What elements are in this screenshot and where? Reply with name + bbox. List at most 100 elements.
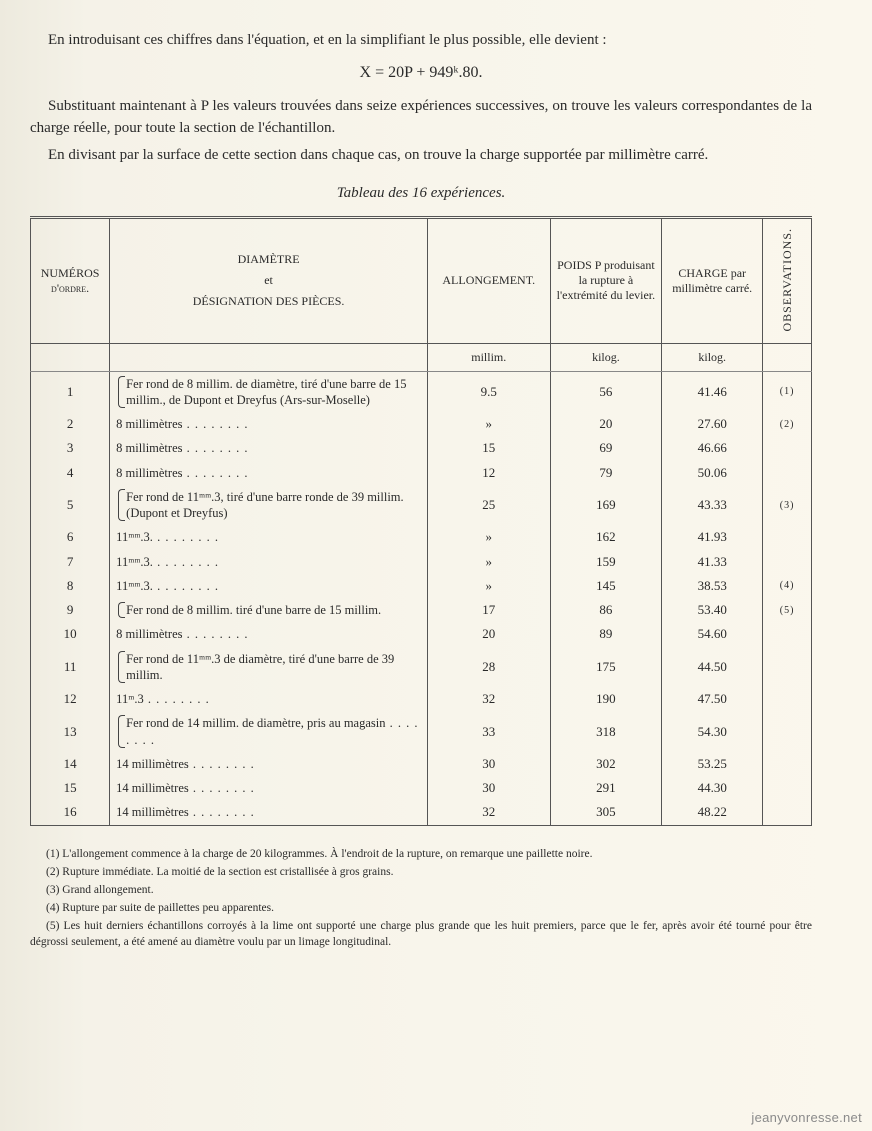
cell-obs: (4) bbox=[763, 574, 812, 598]
cell-charge: 54.60 bbox=[662, 622, 763, 646]
cell-num: 3 bbox=[31, 436, 110, 460]
table-row: 1211ᵐ.33219047.50 bbox=[31, 687, 812, 711]
cell-obs: (3) bbox=[763, 485, 812, 526]
cell-charge: 44.50 bbox=[662, 647, 763, 688]
cell-num: 5 bbox=[31, 485, 110, 526]
cell-num: 6 bbox=[31, 525, 110, 549]
header-desc-mid: et bbox=[114, 273, 423, 288]
table-row: 711ᵐᵐ.3.»15941.33 bbox=[31, 550, 812, 574]
cell-charge: 43.33 bbox=[662, 485, 763, 526]
unit-allong: millim. bbox=[427, 343, 550, 371]
cell-allong: 17 bbox=[427, 598, 550, 622]
cell-charge: 41.93 bbox=[662, 525, 763, 549]
experiments-table: NUMÉROS d'ordre. DIAMÈTRE et DÉSIGNATION… bbox=[30, 216, 812, 826]
cell-num: 2 bbox=[31, 412, 110, 436]
cell-poids: 291 bbox=[550, 776, 662, 800]
table-row: 11Fer rond de 11ᵐᵐ.3 de diamètre, tiré d… bbox=[31, 647, 812, 688]
cell-obs bbox=[763, 800, 812, 825]
cell-desc: 11ᵐᵐ.3. bbox=[110, 525, 428, 549]
cell-num: 4 bbox=[31, 461, 110, 485]
intro-paragraph-3: En divisant par la surface de cette sect… bbox=[30, 145, 812, 167]
header-charge: CHARGE par millimètre carré. bbox=[662, 218, 763, 344]
cell-poids: 190 bbox=[550, 687, 662, 711]
cell-obs bbox=[763, 752, 812, 776]
equation: X = 20P + 949ᵏ.80. bbox=[30, 64, 812, 82]
cell-charge: 41.46 bbox=[662, 371, 763, 412]
cell-obs: (5) bbox=[763, 598, 812, 622]
cell-num: 10 bbox=[31, 622, 110, 646]
cell-allong: 33 bbox=[427, 711, 550, 752]
cell-desc: Fer rond de 14 millim. de diamètre, pris… bbox=[110, 711, 428, 752]
cell-poids: 89 bbox=[550, 622, 662, 646]
cell-poids: 20 bbox=[550, 412, 662, 436]
table-row: 108 millimètres208954.60 bbox=[31, 622, 812, 646]
cell-allong: » bbox=[427, 412, 550, 436]
cell-poids: 318 bbox=[550, 711, 662, 752]
cell-charge: 50.06 bbox=[662, 461, 763, 485]
header-desc-top: DIAMÈTRE bbox=[114, 252, 423, 267]
header-desc: DIAMÈTRE et DÉSIGNATION DES PIÈCES. bbox=[110, 218, 428, 344]
footnote-line: (2) Rupture immédiate. La moitié de la s… bbox=[30, 864, 812, 880]
cell-poids: 145 bbox=[550, 574, 662, 598]
cell-desc: 14 millimètres bbox=[110, 752, 428, 776]
footnote-line: (5) Les huit derniers échantillons corro… bbox=[30, 918, 812, 950]
cell-desc: Fer rond de 11ᵐᵐ.3 de diamètre, tiré d'u… bbox=[110, 647, 428, 688]
table-row: 38 millimètres156946.66 bbox=[31, 436, 812, 460]
cell-desc: 11ᵐᵐ.3. bbox=[110, 574, 428, 598]
table-row: 48 millimètres127950.06 bbox=[31, 461, 812, 485]
cell-num: 15 bbox=[31, 776, 110, 800]
cell-num: 9 bbox=[31, 598, 110, 622]
table-row: 1614 millimètres3230548.22 bbox=[31, 800, 812, 825]
table-row: 9Fer rond de 8 millim. tiré d'une barre … bbox=[31, 598, 812, 622]
cell-poids: 162 bbox=[550, 525, 662, 549]
table-row: 1514 millimètres3029144.30 bbox=[31, 776, 812, 800]
cell-obs: (1) bbox=[763, 371, 812, 412]
cell-allong: 30 bbox=[427, 752, 550, 776]
cell-desc: Fer rond de 11ᵐᵐ.3, tiré d'une barre ron… bbox=[110, 485, 428, 526]
intro-paragraph-2: Substituant maintenant à P les valeurs t… bbox=[30, 96, 812, 140]
cell-desc: 11ᵐ.3 bbox=[110, 687, 428, 711]
cell-desc: Fer rond de 8 millim. tiré d'une barre d… bbox=[110, 598, 428, 622]
cell-poids: 169 bbox=[550, 485, 662, 526]
unit-charge: kilog. bbox=[662, 343, 763, 371]
cell-charge: 47.50 bbox=[662, 687, 763, 711]
cell-allong: 32 bbox=[427, 800, 550, 825]
cell-poids: 305 bbox=[550, 800, 662, 825]
cell-allong: 9.5 bbox=[427, 371, 550, 412]
cell-allong: 15 bbox=[427, 436, 550, 460]
cell-allong: » bbox=[427, 574, 550, 598]
cell-allong: 12 bbox=[427, 461, 550, 485]
cell-allong: » bbox=[427, 525, 550, 549]
cell-obs bbox=[763, 525, 812, 549]
header-desc-bot: DÉSIGNATION DES PIÈCES. bbox=[114, 294, 423, 309]
cell-desc: 8 millimètres bbox=[110, 461, 428, 485]
cell-allong: 30 bbox=[427, 776, 550, 800]
cell-poids: 86 bbox=[550, 598, 662, 622]
cell-num: 16 bbox=[31, 800, 110, 825]
cell-obs bbox=[763, 776, 812, 800]
cell-allong: 25 bbox=[427, 485, 550, 526]
cell-charge: 54.30 bbox=[662, 711, 763, 752]
cell-allong: 28 bbox=[427, 647, 550, 688]
cell-num: 1 bbox=[31, 371, 110, 412]
cell-desc: 8 millimètres bbox=[110, 436, 428, 460]
units-row: millim. kilog. kilog. bbox=[31, 343, 812, 371]
cell-allong: 20 bbox=[427, 622, 550, 646]
unit-poids: kilog. bbox=[550, 343, 662, 371]
page-container: En introduisant ces chiffres dans l'équa… bbox=[0, 0, 872, 1131]
footnote-line: (1) L'allongement commence à la charge d… bbox=[30, 846, 812, 862]
cell-obs bbox=[763, 461, 812, 485]
cell-obs bbox=[763, 647, 812, 688]
cell-obs bbox=[763, 436, 812, 460]
intro-paragraph-1: En introduisant ces chiffres dans l'équa… bbox=[30, 30, 812, 52]
cell-num: 14 bbox=[31, 752, 110, 776]
cell-desc: 8 millimètres bbox=[110, 412, 428, 436]
cell-obs bbox=[763, 687, 812, 711]
cell-poids: 302 bbox=[550, 752, 662, 776]
cell-allong: » bbox=[427, 550, 550, 574]
footnote-line: (3) Grand allongement. bbox=[30, 882, 812, 898]
cell-num: 13 bbox=[31, 711, 110, 752]
footnotes: (1) L'allongement commence à la charge d… bbox=[30, 846, 812, 951]
header-poids: POIDS P produisant la rupture à l'extrém… bbox=[550, 218, 662, 344]
header-obs: OBSERVATIONS. bbox=[763, 218, 812, 344]
